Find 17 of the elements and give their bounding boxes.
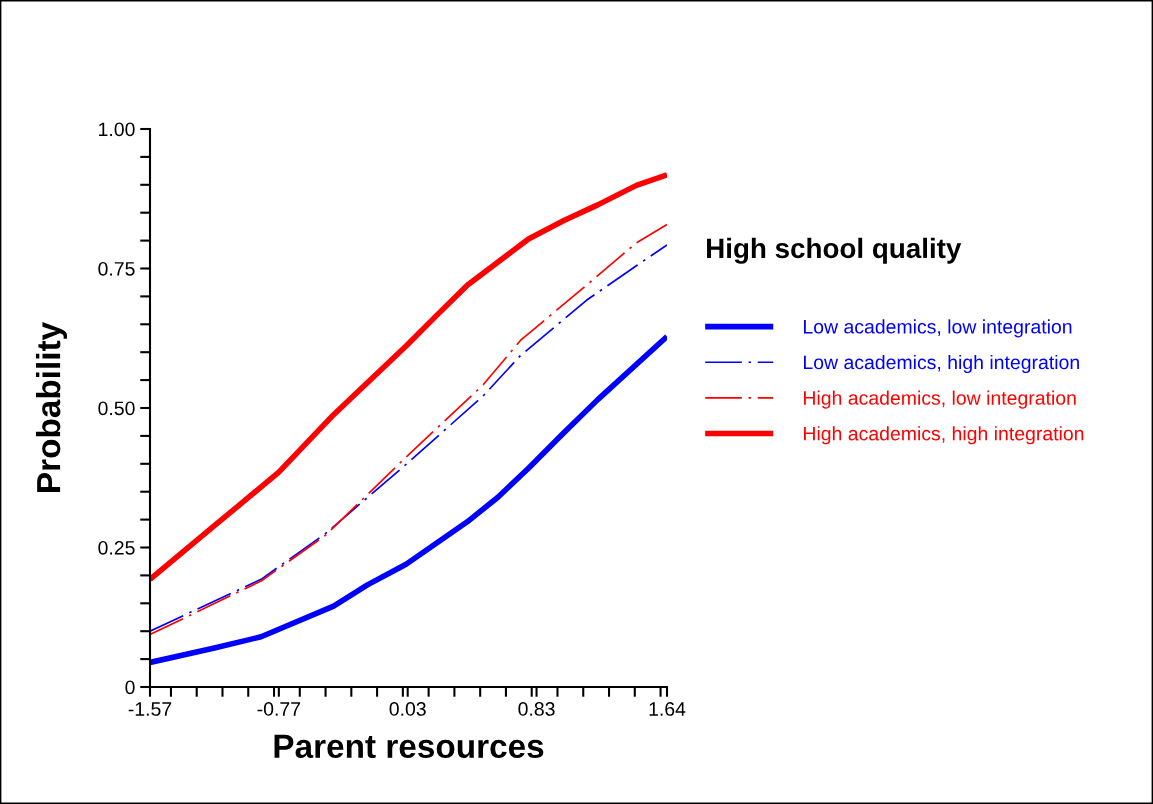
legend-title: High school quality: [707, 237, 962, 264]
x-tick-label: -0.77: [257, 702, 301, 716]
legend-label: Low academics, high integration: [804, 354, 1079, 374]
legend-label: Low academics, low integration: [804, 319, 1072, 338]
x-tick-label: 0.83: [518, 702, 555, 716]
legend-label: High academics, low integration: [804, 390, 1076, 409]
y-tick-label: 0.50: [98, 401, 135, 416]
x-tick-label: -1.57: [128, 702, 172, 716]
x-tick-label: 0.03: [389, 702, 426, 716]
y-tick-label: 0.25: [98, 540, 135, 555]
y-tick-label: 1.00: [99, 122, 135, 137]
y-axis-title: Probability: [35, 322, 68, 492]
x-tick-label: 1.64: [649, 702, 686, 716]
y-tick-label: 0: [125, 680, 135, 695]
y-tick-label: 0.75: [98, 261, 135, 276]
x-axis-title: Parent resources: [274, 734, 544, 759]
legend-label: High academics, high integration: [804, 426, 1084, 445]
